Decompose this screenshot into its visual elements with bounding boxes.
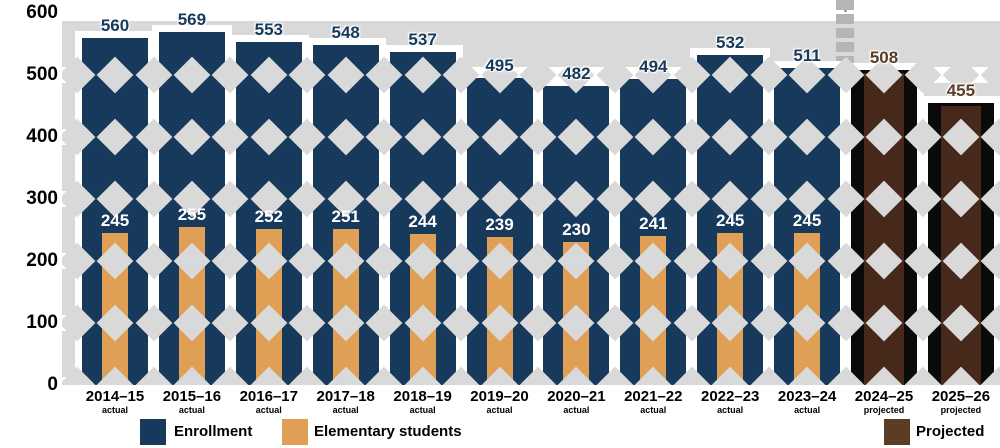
- x-tick-sublabel: actual: [563, 405, 590, 415]
- x-tick-year: 2021–22: [624, 388, 683, 405]
- x-tick-label: 2024–25 projected: [844, 388, 924, 415]
- x-tick-year: 2015–16: [162, 388, 222, 405]
- total-value-label: 569: [177, 10, 207, 30]
- x-tick-label: 2015–16 actual: [152, 388, 232, 415]
- total-value-label: 455: [946, 80, 976, 100]
- y-tick-label: 0: [47, 374, 58, 395]
- x-tick-label: 2017–18 actual: [306, 388, 386, 415]
- x-tick-sublabel: actual: [255, 405, 282, 415]
- subset-value-label: 245: [792, 211, 822, 231]
- x-tick-label: 2018–19 actual: [383, 388, 463, 415]
- legend-label-projected: Projected: [916, 423, 985, 440]
- y-tick-label: 200: [26, 250, 58, 271]
- subset-value-label: 255: [177, 204, 207, 224]
- x-tick-sublabel: actual: [332, 405, 359, 415]
- x-tick-label: 2023–24 actual: [767, 388, 847, 415]
- x-tick-sublabel: projected: [940, 405, 982, 415]
- legend: Enrollment Elementary students Projected: [0, 418, 1000, 448]
- legend-label-total: Enrollment: [174, 423, 253, 440]
- x-tick-sublabel: actual: [717, 405, 744, 415]
- legend-swatch-subset: [282, 419, 308, 445]
- total-value-label: 537: [408, 30, 437, 50]
- total-value-label: 511: [793, 46, 821, 66]
- total-value-label: 560: [100, 15, 130, 35]
- legend-swatch-total: [140, 419, 166, 445]
- x-tick-year: 2022–23: [700, 388, 760, 405]
- x-tick-year: 2025–26: [931, 388, 991, 405]
- x-tick-sublabel: actual: [178, 405, 205, 415]
- total-value-label: 548: [331, 23, 360, 43]
- x-tick-sublabel: actual: [794, 405, 821, 415]
- x-tick-year: 2024–25: [854, 388, 914, 405]
- x-tick-sublabel: actual: [486, 405, 513, 415]
- subset-value-label: 252: [254, 206, 283, 226]
- subset-value-label: 245: [716, 211, 745, 231]
- x-tick-label: 2021–22 actual: [613, 388, 693, 415]
- x-tick-label: 2025–26 projected: [921, 388, 1000, 415]
- y-tick-label: 100: [26, 312, 58, 333]
- x-tick-year: 2023–24: [777, 388, 837, 405]
- gridline: [62, 10, 1000, 21]
- x-tick-year: 2016–17: [239, 388, 298, 405]
- x-tick-label: 2022–23 actual: [690, 388, 770, 415]
- x-tick-sublabel: actual: [640, 405, 667, 415]
- x-tick-sublabel: projected: [863, 405, 905, 415]
- y-tick-label: 300: [26, 188, 58, 209]
- x-tick-sublabel: actual: [409, 405, 436, 415]
- subset-value-label: 241: [639, 213, 668, 233]
- x-tick-label: 2020–21 actual: [536, 388, 616, 415]
- legend-swatch-projected: [884, 419, 910, 445]
- y-tick-label: 500: [26, 64, 58, 85]
- total-value-label: 495: [485, 56, 514, 76]
- subset-value-label: 230: [562, 220, 591, 240]
- x-tick-label: 2019–20 actual: [460, 388, 540, 415]
- subset-value-label: 245: [100, 211, 130, 231]
- x-tick-year: 2018–19: [393, 388, 452, 405]
- total-value-label: 482: [562, 64, 591, 84]
- subset-value-label: 239: [485, 214, 514, 234]
- x-tick-year: 2014–15: [85, 388, 145, 405]
- x-tick-label: 2016–17 actual: [229, 388, 309, 415]
- plot-area: 560 245 569 255 553 252 548 251 537 244 495 239 482 2…: [62, 10, 1000, 385]
- subset-value-label: 244: [408, 211, 437, 231]
- total-value-label: 494: [639, 56, 668, 76]
- total-value-label: 508: [869, 48, 899, 68]
- y-tick-label: 600: [26, 2, 58, 23]
- x-tick-year: 2017–18: [316, 388, 375, 405]
- subset-value-label: 251: [331, 207, 360, 227]
- legend-label-subset: Elementary students: [314, 423, 462, 440]
- total-value-label: 532: [716, 33, 745, 53]
- x-tick-year: 2020–21: [547, 388, 606, 405]
- y-tick-label: 400: [26, 126, 58, 147]
- total-value-label: 553: [254, 20, 283, 40]
- x-tick-sublabel: actual: [101, 405, 128, 415]
- x-tick-label: 2014–15 actual: [75, 388, 155, 415]
- x-tick-year: 2019–20: [470, 388, 529, 405]
